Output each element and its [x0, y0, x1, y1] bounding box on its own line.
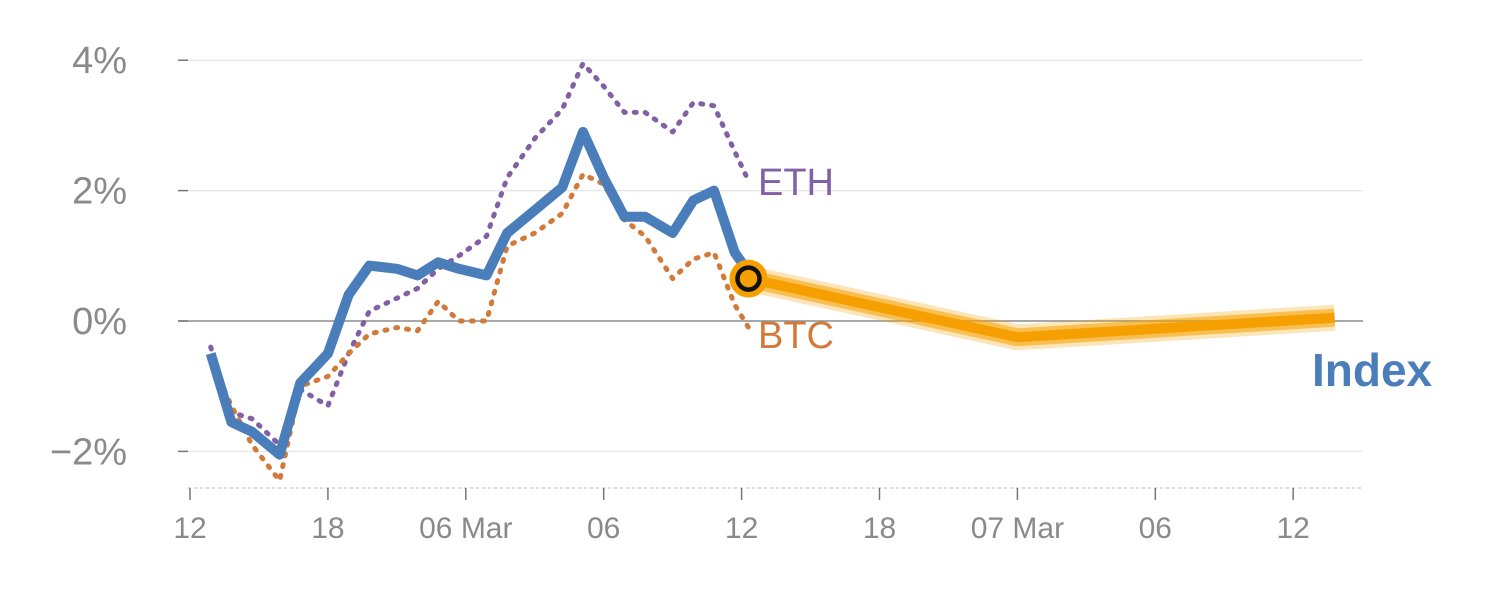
- grid: [178, 59, 1363, 453]
- forecast-band: [745, 265, 1336, 351]
- y-tick-label: 4%: [72, 40, 127, 82]
- x-tick-label: 07 Mar: [971, 512, 1064, 545]
- btc-label: BTC: [758, 315, 834, 357]
- x-tick-label: 06 Mar: [419, 512, 512, 545]
- x-tick-label: 12: [1277, 512, 1310, 545]
- y-tick-label: 0%: [72, 301, 127, 343]
- current-point-marker: [735, 265, 762, 292]
- y-tick-label: −2%: [50, 431, 127, 473]
- eth-line: [208, 61, 751, 448]
- x-tick-label: 12: [173, 512, 206, 545]
- current-point: [729, 259, 768, 298]
- index-label: Index: [1312, 344, 1433, 396]
- x-tick-label: 12: [725, 512, 758, 545]
- x-tick-label: 18: [863, 512, 896, 545]
- x-axis-ticks: 12 18 06 Mar 06 12 18 07 Mar 06 12: [173, 488, 1310, 545]
- index-line: [205, 126, 753, 460]
- series-lines: [205, 61, 753, 484]
- btc-line: [208, 171, 751, 484]
- forecast-line: [747, 273, 1335, 343]
- x-tick-label: 06: [587, 512, 620, 545]
- x-tick-label: 06: [1139, 512, 1172, 545]
- y-axis-ticks: 4% 2% 0% −2%: [50, 40, 188, 473]
- x-tick-label: 18: [311, 512, 344, 545]
- y-tick-label: 2%: [72, 171, 127, 213]
- eth-label: ETH: [758, 162, 834, 204]
